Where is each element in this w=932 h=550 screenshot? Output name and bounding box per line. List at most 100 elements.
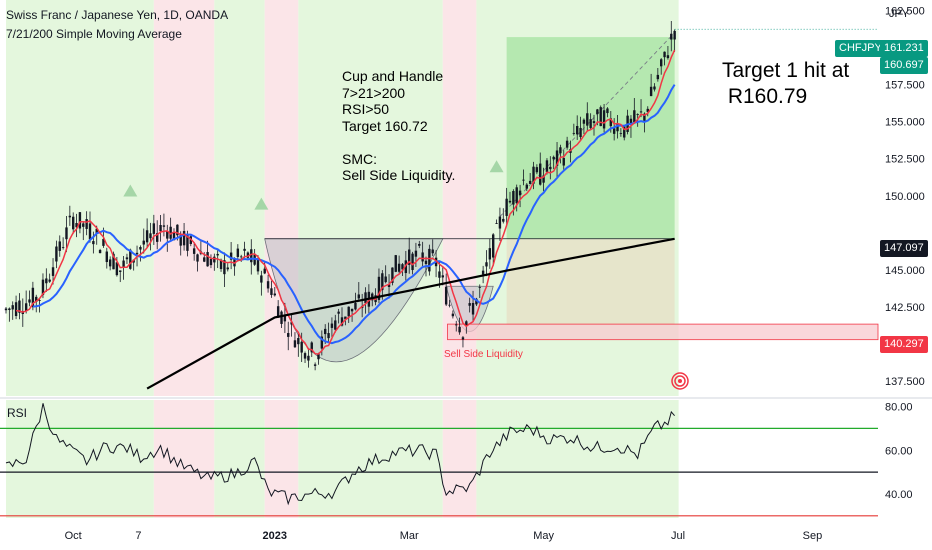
candle-body-153 (518, 190, 522, 196)
candle-body-64 (219, 259, 223, 270)
candle-body-52 (179, 234, 182, 246)
rsi-tick-label: 60.00 (885, 445, 913, 457)
candle-body-137 (465, 321, 468, 326)
candle-body-76 (260, 275, 263, 283)
candle-body-131 (444, 286, 448, 305)
candle-body-119 (404, 260, 408, 274)
candle-body-77 (263, 268, 266, 274)
candle-body-135 (458, 326, 461, 333)
candle-body-90 (307, 355, 310, 361)
candle-body-49 (169, 226, 172, 239)
candle-body-7 (28, 299, 31, 303)
candle-body-92 (313, 364, 317, 366)
candle-body-84 (287, 333, 290, 337)
candle-body-83 (283, 315, 287, 322)
candle-body-27 (95, 228, 98, 234)
trend-zone-2 (214, 0, 265, 396)
candle-body-147 (498, 216, 502, 229)
candle-body-85 (290, 322, 293, 325)
candle-body-142 (481, 270, 485, 275)
last-price-label: 161.231 (880, 40, 928, 57)
candle-body-14 (51, 267, 55, 276)
y-tick-label: 152.500 (885, 154, 925, 166)
candle-body-133 (451, 313, 455, 317)
candle-body-39 (135, 252, 139, 255)
candle-body-170 (576, 126, 579, 135)
candle-body-126 (428, 248, 431, 272)
candle-body-29 (102, 238, 105, 246)
target-icon-dot (678, 379, 682, 383)
candle-body-88 (300, 341, 303, 353)
candle-body-11 (41, 279, 45, 295)
stop-zone (506, 238, 675, 325)
candle-body-198 (670, 33, 673, 40)
candle-body-120 (408, 249, 411, 265)
candle-body-44 (152, 223, 156, 234)
candle-body-87 (297, 338, 300, 345)
sma200-line (146, 237, 675, 390)
candle-body-184 (623, 126, 626, 138)
candle-body-94 (320, 336, 324, 349)
candle-body-169 (572, 132, 576, 134)
x-tick-label: Sep (803, 530, 823, 542)
candle-body-93 (317, 354, 320, 360)
candle-body-125 (424, 260, 428, 265)
candle-body-144 (488, 248, 492, 260)
candle-body-155 (525, 184, 528, 189)
candle-body-33 (115, 262, 119, 276)
candle-body-171 (579, 127, 582, 138)
candle-body-32 (112, 253, 115, 270)
candle-body-21 (75, 223, 78, 228)
candle-body-161 (545, 160, 549, 172)
candle-body-154 (522, 179, 525, 181)
candle-body-82 (280, 311, 283, 324)
candle-body-70 (240, 256, 243, 258)
candle-body-80 (273, 293, 276, 296)
candle-body-129 (438, 271, 441, 278)
target-annotation: Target 1 hit at R160.79 (722, 59, 850, 108)
candle-body-22 (78, 212, 82, 229)
candle-body-101 (344, 316, 347, 320)
candle-body-4 (18, 300, 21, 313)
candle-body-195 (660, 59, 663, 67)
candle-body-167 (565, 140, 569, 148)
candle-body-145 (492, 234, 495, 258)
rsi-trend-zone-4 (298, 400, 443, 518)
buy-signal-icon-2 (489, 160, 504, 173)
candle-body-186 (629, 118, 633, 125)
candle-body-54 (186, 235, 189, 251)
candle-body-20 (72, 216, 75, 230)
candle-body-190 (643, 113, 646, 121)
candle-body-98 (334, 320, 337, 330)
candle-body-104 (354, 302, 357, 310)
candle-body-25 (88, 223, 92, 240)
candle-body-150 (508, 200, 512, 203)
target-icon-ring (674, 375, 686, 387)
trend-zone-1 (153, 0, 215, 396)
candle-body-127 (431, 249, 434, 254)
candle-body-188 (636, 114, 639, 116)
candle-body-166 (562, 157, 565, 166)
candle-body-12 (45, 278, 48, 284)
candle-body-122 (414, 250, 418, 257)
candle-body-179 (606, 108, 609, 114)
candle-body-105 (357, 294, 360, 299)
buy-signal-icon-0 (123, 184, 138, 197)
candle-body-35 (122, 260, 125, 268)
x-tick-label: Oct (65, 530, 82, 542)
candle-body-196 (663, 51, 666, 58)
y-axis-unit: JPY (889, 8, 910, 20)
candle-body-57 (196, 254, 199, 262)
x-tick-label: May (533, 530, 554, 542)
candle-body-197 (666, 55, 670, 59)
rsi-tick-label: 80.00 (885, 402, 913, 414)
target-price-label: 160.697 (880, 57, 928, 74)
sma7-line (16, 49, 676, 355)
candle-body-123 (418, 243, 421, 246)
candle-body-75 (256, 258, 260, 272)
candle-body-193 (653, 86, 656, 90)
candle-body-194 (656, 74, 660, 80)
candle-body-114 (387, 284, 391, 288)
candle-body-86 (293, 340, 297, 348)
liquidity-label: Sell Side Liquidity (444, 349, 523, 360)
